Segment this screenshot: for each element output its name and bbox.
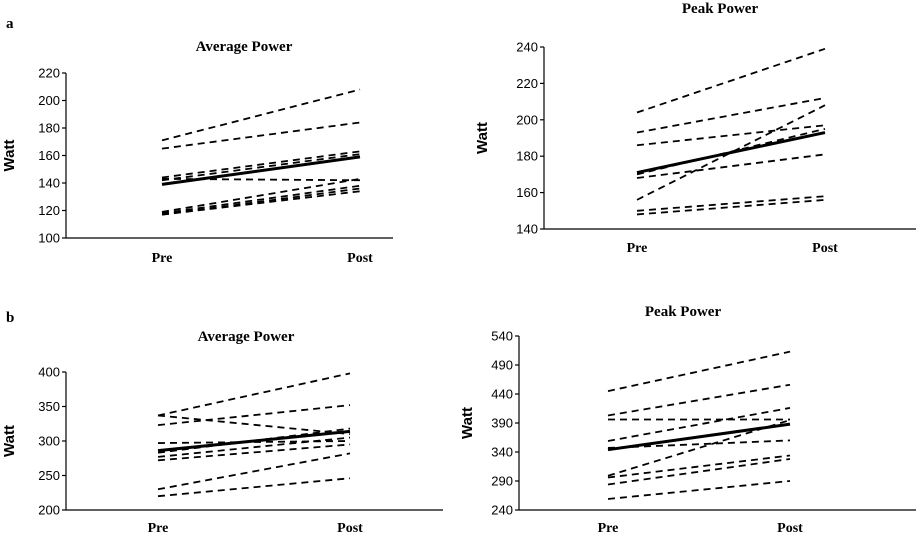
x-tick-label-post: Post <box>337 521 363 536</box>
chart-title: Peak Power <box>645 304 722 320</box>
y-tick-label: 180 <box>516 149 538 164</box>
y-tick-label: 240 <box>516 40 538 55</box>
y-tick-label: 490 <box>491 358 513 373</box>
y-axis-label: Watt <box>1 425 18 457</box>
series-line-s5 <box>636 153 826 179</box>
series-line-s3 <box>157 414 351 435</box>
series-line-s3 <box>161 150 361 179</box>
y-tick-label: 390 <box>491 416 513 431</box>
chart-average-power-a: 100 120 140 160 180 200 220 Pre Post Average Powe… <box>1 39 393 266</box>
series-line-s2 <box>157 404 351 427</box>
y-tick-label: 350 <box>38 399 60 414</box>
series-line-s7 <box>157 443 351 462</box>
x-tick-label-pre: Pre <box>148 521 169 536</box>
y-tick-label: 200 <box>38 503 60 518</box>
series-line-s8 <box>607 458 791 486</box>
y-tick-label: 400 <box>38 365 60 380</box>
series-line-s6 <box>161 177 361 213</box>
series-line-s1 <box>636 47 826 114</box>
series-line-s6 <box>157 436 351 458</box>
series-line-s5 <box>161 177 361 182</box>
y-tick-label: 240 <box>491 503 513 518</box>
y-tick-label: 220 <box>38 66 60 81</box>
y-axis-label: Watt <box>459 407 476 439</box>
series-line-mean <box>161 155 361 186</box>
chart-title: Peak Power <box>682 1 759 17</box>
y-tick-label: 340 <box>491 445 513 460</box>
y-tick-label: 540 <box>491 329 513 344</box>
chart-peak-power-a: 140 160 180 200 220 240 Pre Post Peak Power Watt <box>474 1 916 256</box>
series-line-s9 <box>161 190 361 216</box>
series-line-s7 <box>636 195 826 212</box>
series-line-s7 <box>161 184 361 215</box>
y-tick-label: 300 <box>38 434 60 449</box>
series-line-s1 <box>607 350 791 392</box>
series-line-s4 <box>161 153 361 182</box>
y-tick-label: 250 <box>38 468 60 483</box>
y-tick-label: 290 <box>491 474 513 489</box>
series-line-s2 <box>161 121 361 150</box>
y-tick-label: 140 <box>516 222 538 237</box>
series-line-s9 <box>607 480 791 500</box>
y-tick-label: 200 <box>38 93 60 108</box>
series-line-mean <box>636 131 826 175</box>
y-tick-label: 140 <box>38 176 60 191</box>
series-line-s3 <box>636 124 826 147</box>
x-tick-label-post: Post <box>812 241 838 256</box>
series-line-s2 <box>636 97 826 134</box>
x-tick-label-pre: Pre <box>627 241 648 256</box>
series-line-s7 <box>607 454 791 479</box>
x-tick-label-post: Post <box>777 521 803 536</box>
panel-label-a: a <box>6 16 14 32</box>
series-line-s1 <box>161 88 361 142</box>
series-line-s8 <box>157 452 351 491</box>
series-line-s9 <box>157 477 351 498</box>
chart-peak-power-b: 240 290 340 390 440 490 540 Pre Post Peak Power Wa… <box>459 304 916 536</box>
series-line-s8 <box>636 198 826 216</box>
y-tick-label: 440 <box>491 387 513 402</box>
y-tick-label: 200 <box>516 112 538 127</box>
x-tick-label-pre: Pre <box>598 521 619 536</box>
chart-title: Average Power <box>196 39 293 55</box>
series-line-mean <box>157 429 351 453</box>
series-line-s2 <box>607 383 791 417</box>
series-line-s4 <box>607 407 791 442</box>
series-line-s8 <box>161 187 361 216</box>
y-tick-label: 100 <box>38 231 60 246</box>
x-tick-label-post: Post <box>347 251 373 266</box>
y-tick-label: 220 <box>516 76 538 91</box>
y-axis-label: Watt <box>1 140 18 172</box>
y-axis-label: Watt <box>474 122 491 154</box>
y-tick-label: 160 <box>38 148 60 163</box>
x-tick-label-pre: Pre <box>152 251 173 266</box>
y-tick-label: 160 <box>516 185 538 200</box>
y-tick-label: 120 <box>38 203 60 218</box>
series-line-s1 <box>157 372 351 417</box>
y-tick-label: 180 <box>38 121 60 136</box>
chart-title: Average Power <box>198 329 295 345</box>
series-line-mean <box>607 422 791 452</box>
chart-average-power-b: 200 250 300 350 400 Pre Post Average Power Watt <box>1 329 443 536</box>
panel-label-b: b <box>6 310 14 326</box>
